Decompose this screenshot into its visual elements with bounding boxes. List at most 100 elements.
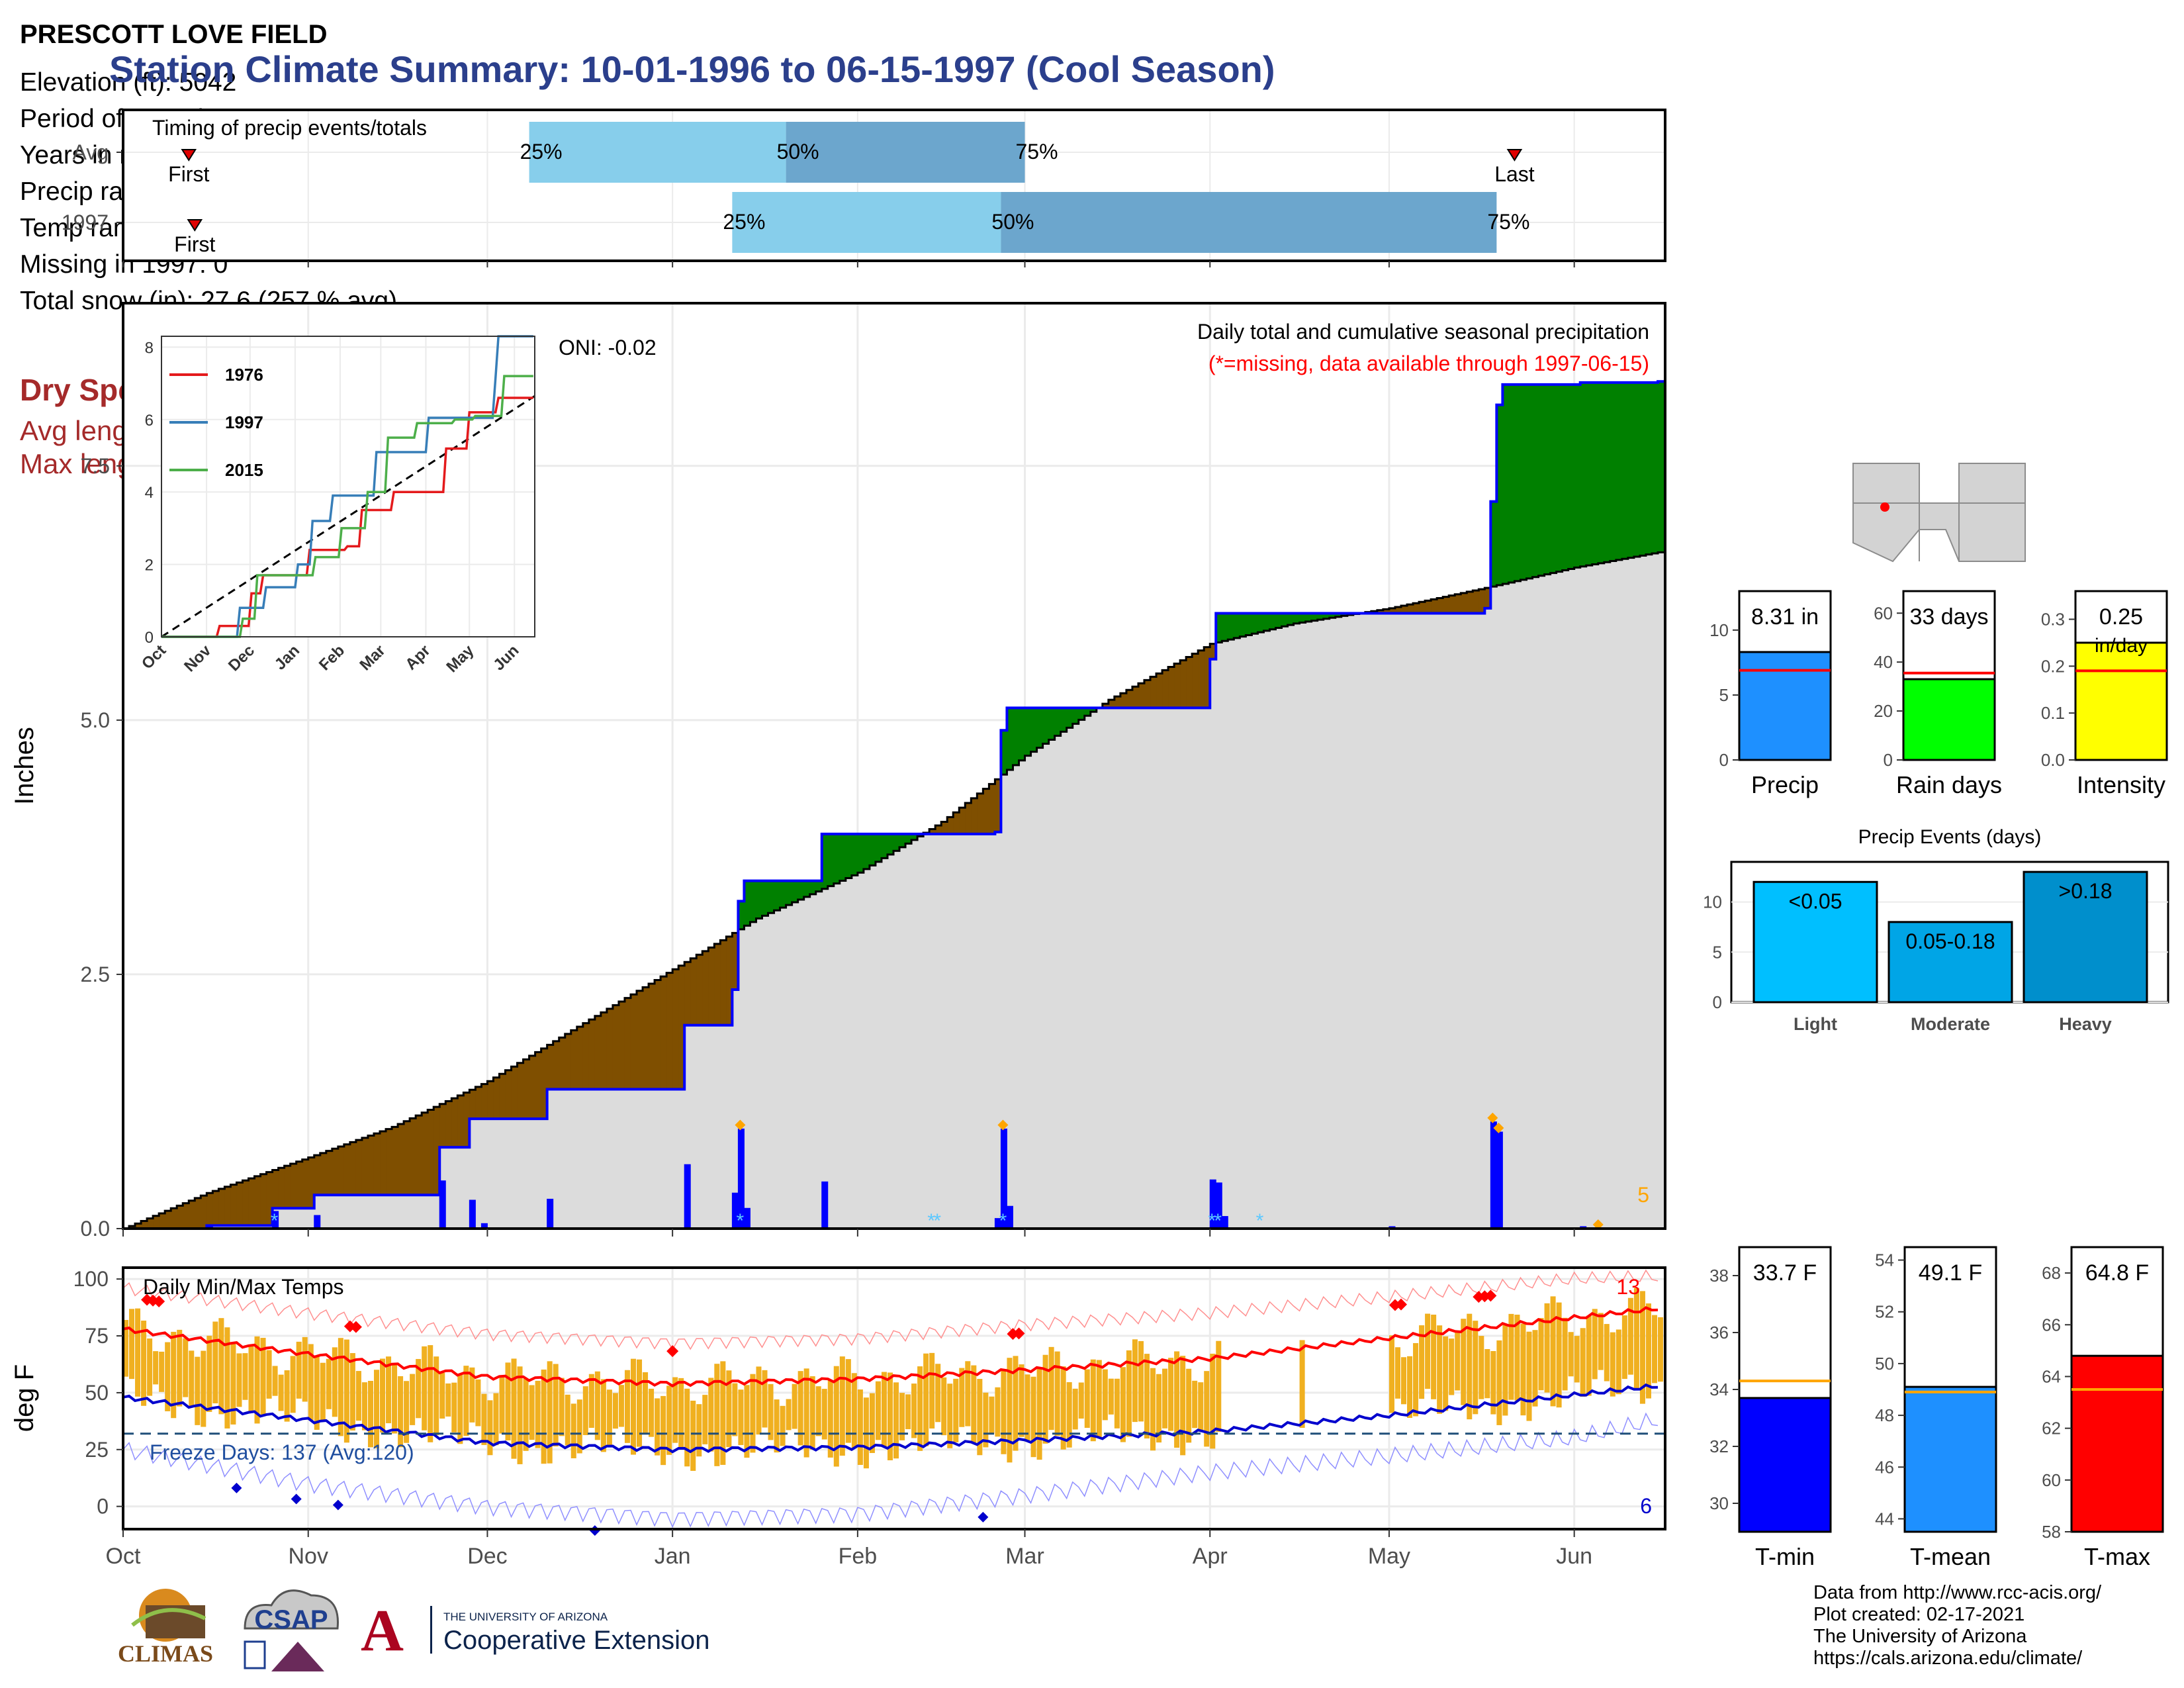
temp-ytick-label: 25	[85, 1438, 109, 1462]
record-tmin-line	[122, 1412, 1659, 1528]
deficit-area	[995, 779, 1002, 832]
credit-line: https://cals.arizona.edu/climate/	[1813, 1648, 2083, 1669]
temp-total-0-ytick-label: 36	[1709, 1323, 1729, 1342]
daily-temp-bar	[971, 1365, 977, 1443]
deficit-area	[624, 998, 631, 1090]
record-high-icon	[153, 1295, 165, 1307]
surplus-area	[1216, 613, 1222, 643]
deficit-area	[690, 958, 697, 1025]
deficit-area	[1377, 610, 1384, 614]
timing-chart: 25%50%75%FirstLastAvg25%50%75%FirstLast1…	[62, 109, 1666, 267]
temp-total-2-ytick-label: 64	[2042, 1366, 2061, 1386]
daily-temp-bar	[1400, 1357, 1407, 1405]
avg-tmax-line	[122, 1306, 1659, 1387]
deficit-area	[212, 1191, 219, 1226]
daily-temp-bar	[1072, 1388, 1078, 1430]
deficit-area	[386, 1129, 392, 1196]
daily-temp-bar	[1538, 1318, 1544, 1391]
credit-line: Plot created: 02-17-2021	[1813, 1604, 2025, 1625]
state-borders	[1853, 463, 2025, 561]
daily-temp-bar	[1627, 1297, 1633, 1375]
daily-temp-bar	[965, 1361, 971, 1427]
deficit-area	[1431, 599, 1437, 614]
daily-temp-bar	[738, 1389, 744, 1445]
deficit-area	[224, 1186, 232, 1226]
freeze-days-label: Freeze Days: 137 (Avg:120)	[150, 1440, 414, 1464]
deficit-area	[565, 1033, 572, 1090]
temp-ytick-label: 50	[85, 1381, 109, 1405]
deficit-area	[260, 1174, 267, 1226]
daily-temp-bar	[821, 1389, 827, 1440]
avg-precip-area	[123, 552, 1664, 1229]
daily-temp-bar	[1615, 1329, 1621, 1395]
temp-total-1-bar	[1903, 1385, 1997, 1533]
daily-temp-bar	[410, 1374, 416, 1425]
daily-temp-bar	[392, 1364, 398, 1434]
daily-temp-bar	[338, 1338, 343, 1436]
deficit-area	[373, 1133, 381, 1196]
precip-total-1-ytick-label: 60	[1874, 603, 1893, 623]
deficit-area	[481, 1084, 488, 1119]
precip-ytick-label: 0.0	[81, 1217, 110, 1241]
precip-total-1-ytick-label: 0	[1884, 750, 1893, 770]
surplus-area	[1520, 384, 1527, 580]
daily-temp-bar	[1544, 1303, 1550, 1393]
temp-xtick-label: Nov	[288, 1544, 328, 1569]
surplus-area	[863, 833, 870, 869]
deficit-area	[475, 1086, 482, 1119]
surplus-area	[1658, 381, 1664, 553]
daily-temp-bar	[684, 1388, 690, 1467]
deficit-area	[582, 1023, 590, 1090]
inset-avg-line	[161, 395, 535, 638]
surplus-area	[845, 833, 852, 878]
daily-temp-bar	[547, 1361, 553, 1464]
temp-total-2-ytick-label: 60	[2042, 1470, 2061, 1490]
deficit-area	[266, 1172, 273, 1226]
deficit-area	[1126, 690, 1133, 708]
daily-temp-bar	[708, 1378, 714, 1452]
surplus-area	[1490, 501, 1497, 587]
ua-logo-line1: THE UNIVERSITY OF ARIZONA	[443, 1611, 608, 1623]
timing-marker-icon	[1506, 149, 1523, 162]
deficit-area	[1180, 660, 1187, 708]
surplus-area	[738, 901, 745, 929]
daily-temp-bar	[833, 1366, 839, 1467]
precip-total-2-value-label: 0.25	[2099, 604, 2143, 630]
surplus-area	[1042, 708, 1050, 744]
deficit-area	[672, 969, 679, 1090]
surplus-area	[1078, 708, 1085, 720]
surplus-area	[1054, 708, 1062, 736]
daily-temp-bar	[1443, 1336, 1449, 1411]
surplus-area	[1639, 382, 1647, 556]
deficit-area	[977, 793, 983, 834]
daily-temp-bar	[1568, 1332, 1574, 1377]
daily-temp-bar	[1604, 1324, 1610, 1382]
surplus-area	[774, 880, 781, 911]
daily-temp-bar	[624, 1370, 630, 1443]
events-value-label: <0.05	[1789, 889, 1843, 913]
surplus-area	[1586, 382, 1593, 566]
daily-temp-bar	[201, 1350, 206, 1427]
deficit-area	[553, 1041, 560, 1090]
surplus-area	[1246, 613, 1253, 635]
daily-temp-bar	[1526, 1331, 1532, 1421]
daily-temp-bar	[183, 1338, 189, 1397]
daily-temp-bar	[594, 1371, 600, 1440]
deficit-area	[410, 1118, 416, 1196]
csap-logo-text: CSAP	[254, 1605, 328, 1634]
cumulative-1997-line	[123, 380, 1664, 1230]
surplus-area	[1335, 613, 1342, 617]
deficit-area	[308, 1157, 315, 1209]
daily-temp-bar	[1514, 1315, 1520, 1401]
daily-temp-bar	[839, 1356, 845, 1456]
deficit-area	[1419, 602, 1426, 614]
daily-temp-bar	[762, 1370, 768, 1428]
daily-temp-bar	[929, 1352, 935, 1429]
deficit-area	[195, 1197, 201, 1229]
deficit-area	[469, 1090, 476, 1119]
deficit-area	[1156, 673, 1163, 708]
daily-temp-bar	[272, 1366, 278, 1396]
surplus-area	[1633, 382, 1641, 557]
daily-temp-bar	[1461, 1319, 1467, 1405]
daily-temp-bar	[1210, 1353, 1216, 1449]
